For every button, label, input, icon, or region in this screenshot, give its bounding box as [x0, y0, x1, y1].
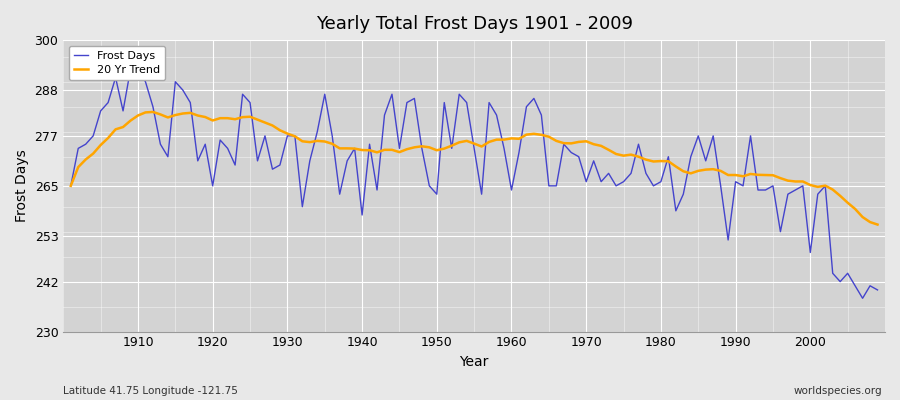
- Bar: [63, 90, 885, 136]
- Text: worldspecies.org: worldspecies.org: [794, 386, 882, 396]
- Bar: [63, 136, 885, 186]
- 20 Yr Trend: [66, 184, 77, 188]
- 20 Yr Trend: [603, 148, 614, 152]
- Text: Latitude 41.75 Longitude -121.75: Latitude 41.75 Longitude -121.75: [63, 386, 238, 396]
- Frost Days: [857, 296, 868, 301]
- Line: Frost Days: Frost Days: [71, 69, 878, 298]
- 20 Yr Trend: [148, 110, 158, 114]
- Title: Yearly Total Frost Days 1901 - 2009: Yearly Total Frost Days 1901 - 2009: [316, 15, 633, 33]
- 20 Yr Trend: [342, 146, 353, 151]
- Line: 20 Yr Trend: 20 Yr Trend: [71, 112, 878, 224]
- 20 Yr Trend: [872, 222, 883, 227]
- Frost Days: [342, 158, 353, 163]
- Frost Days: [125, 67, 136, 72]
- Y-axis label: Frost Days: Frost Days: [15, 150, 29, 222]
- Legend: Frost Days, 20 Yr Trend: Frost Days, 20 Yr Trend: [68, 46, 166, 80]
- Frost Days: [603, 171, 614, 176]
- Bar: [63, 40, 885, 90]
- 20 Yr Trend: [125, 118, 136, 123]
- 20 Yr Trend: [506, 136, 517, 141]
- Frost Days: [872, 288, 883, 292]
- Frost Days: [66, 184, 77, 188]
- Frost Days: [506, 188, 517, 192]
- Frost Days: [514, 150, 525, 155]
- Bar: [63, 236, 885, 282]
- X-axis label: Year: Year: [460, 355, 489, 369]
- Bar: [63, 186, 885, 236]
- Bar: [63, 282, 885, 332]
- 20 Yr Trend: [514, 136, 525, 141]
- Frost Days: [132, 67, 143, 72]
- Frost Days: [297, 204, 308, 209]
- 20 Yr Trend: [297, 139, 308, 144]
